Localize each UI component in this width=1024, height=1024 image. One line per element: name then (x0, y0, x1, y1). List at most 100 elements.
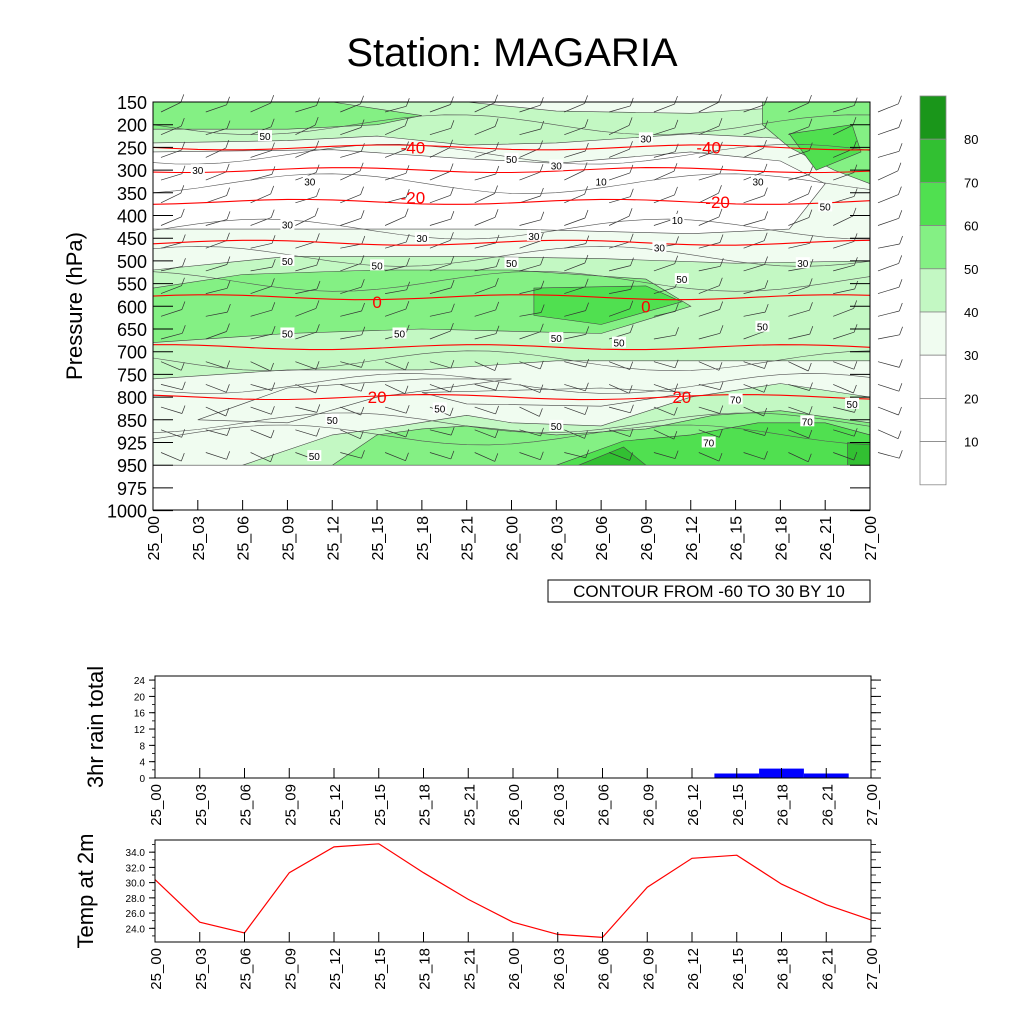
wind-barb-flag (450, 120, 455, 129)
wind-barb-flag (674, 119, 679, 129)
wind-barb-flag (853, 451, 858, 461)
wind-barb-flag (539, 164, 544, 173)
wind-barb-flag (225, 407, 230, 417)
humidity-shading (152, 101, 871, 466)
x-tick-label: 26_12 (684, 516, 701, 561)
rh-contour-label: 10 (672, 216, 684, 227)
rain-y-label: 4 (139, 758, 145, 769)
wind-barb (340, 361, 362, 368)
rh-contour-label: 30 (640, 134, 652, 145)
rh-label-bg (370, 259, 385, 271)
rh-band-upper-right-core (788, 124, 862, 171)
rh-label-bg (612, 336, 626, 348)
wind-barb-flag (405, 452, 409, 461)
chart-title: Station: MAGARIA (346, 31, 678, 75)
wind-barb-flag (854, 280, 859, 290)
wind-barb (833, 361, 855, 370)
wind-barb-flag (809, 258, 814, 268)
wind-barb (429, 263, 451, 272)
rh-label-bg (845, 397, 860, 409)
x-tick-label: 26_03 (551, 948, 568, 990)
wind-barb (205, 406, 227, 417)
wind-barb-flag (180, 362, 185, 371)
wind-barb-flag (673, 407, 678, 416)
wind-barb-flag (316, 428, 320, 437)
wind-barb-flag (404, 117, 409, 126)
wind-barb-flag (450, 450, 455, 460)
rh-contour-line (152, 173, 871, 195)
wind-barb-flag (494, 118, 499, 127)
wind-barb-flag (405, 324, 410, 334)
wind-barb (877, 243, 900, 249)
wind-barb (519, 452, 541, 461)
wind-barb (340, 243, 362, 249)
wind-barb-flag (585, 326, 590, 335)
colorbar-swatch (919, 441, 947, 486)
wind-barb-flag (360, 255, 365, 264)
rh-label-bg (670, 214, 685, 225)
rh-contour-label: 30 (416, 234, 428, 245)
wind-barb (474, 173, 496, 181)
wind-barb-flag (270, 209, 275, 218)
wind-barb-flag (451, 303, 455, 312)
rh-contour-line (152, 114, 871, 135)
colorbar-label: 60 (964, 219, 978, 234)
wind-barb (205, 361, 227, 369)
wind-barb (474, 384, 496, 391)
wind-barb-flag (807, 453, 812, 462)
wind-barb-flag (899, 326, 903, 335)
wind-barb-flag (494, 209, 499, 218)
wind-barb (833, 308, 854, 317)
wind-barb-flag (271, 258, 276, 268)
wind-barb-flag (450, 96, 454, 105)
y-tick-label: 450 (117, 229, 147, 249)
wind-barb (788, 286, 810, 294)
wind-barb-flag (181, 301, 186, 310)
wind-barb (698, 125, 720, 136)
wind-barb-flag (226, 280, 231, 289)
wind-barb (160, 216, 182, 226)
wind-barb-flag (763, 163, 768, 173)
wind-barb-flag (584, 119, 589, 128)
wind-barb-flag (181, 381, 186, 390)
wind-barb-flag (764, 280, 769, 289)
wind-barb-flag (271, 302, 276, 311)
wind-barb (833, 384, 854, 394)
wind-barb-flag (449, 163, 454, 172)
wind-barb (295, 124, 316, 136)
rh-contour-label: 50 (613, 339, 625, 350)
rain-y-label: 20 (134, 692, 146, 703)
wind-barb (519, 264, 541, 272)
wind-barb (608, 308, 630, 317)
wind-barbs (160, 94, 903, 463)
wind-barb (160, 429, 182, 438)
wind-barb-flag (539, 140, 543, 149)
rh-contour-label: 70 (730, 395, 742, 406)
wind-barb (743, 361, 765, 369)
wind-barb (788, 309, 810, 317)
wind-barb-flag (271, 382, 276, 391)
colorbar-swatch (919, 311, 947, 356)
wind-barb-flag (270, 453, 274, 462)
wind-barb (474, 216, 496, 226)
wind-barb (788, 384, 810, 391)
wind-barb-flag (495, 301, 500, 311)
wind-barb-flag (360, 186, 364, 195)
wind-barb (519, 195, 541, 204)
wind-barb (205, 195, 227, 204)
wind-barb (608, 148, 630, 158)
rh-contour-label: 50 (282, 257, 294, 268)
wind-barb (743, 406, 764, 417)
rh-label-bg (549, 419, 564, 431)
wind-barb-flag (585, 449, 590, 458)
rain-x-axis: 25_00 25_03 25_06 25_09 25_12 25_15 25_18 25_21… (148, 768, 881, 826)
wind-barb (474, 266, 497, 272)
temp-x-axis: 25_00 25_03 25_06 25_09 25_12 25_15 25_18 25_21… (148, 932, 881, 990)
colorbar-swatch (919, 95, 947, 140)
wind-barb (474, 452, 495, 462)
wind-barb (295, 264, 317, 272)
wind-barb (833, 429, 855, 437)
wind-barb (250, 242, 273, 249)
wind-barb-flag (450, 255, 455, 265)
rh-contour-label: 30 (551, 162, 563, 173)
